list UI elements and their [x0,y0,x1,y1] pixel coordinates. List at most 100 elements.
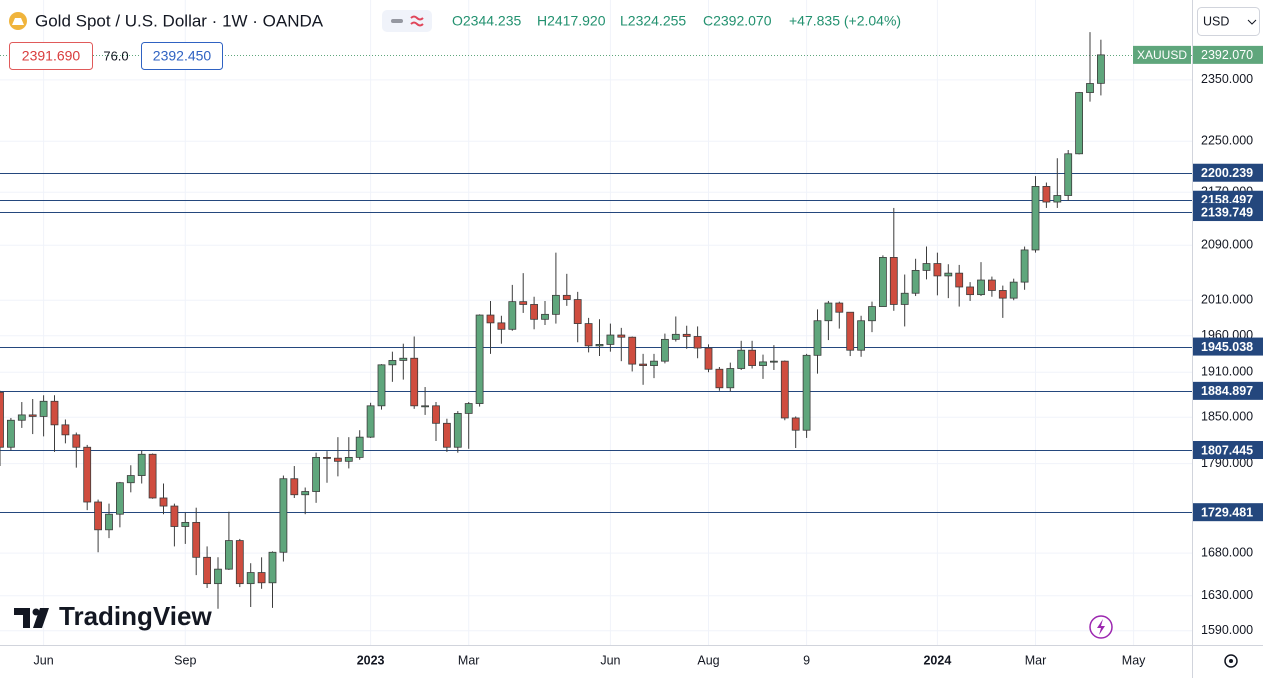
candle-body [137,453,146,476]
candle-body [780,360,789,419]
level-label-bg [1193,503,1263,522]
candle-body [257,572,266,584]
x-tick-label: May [1122,653,1146,667]
candle-body [17,414,26,421]
y-tick-label: 1790.000 [1201,456,1253,470]
candle-body [323,456,331,459]
candle-body [126,475,135,484]
candle-body [552,294,560,315]
y-tick-label: 2350.000 [1201,72,1253,86]
candle-body [966,286,974,296]
x-tick-label: Mar [1025,653,1047,667]
level-label: 1729.481 [1201,505,1253,519]
x-tick-label: 9 [803,653,810,667]
candle-body [988,279,996,291]
candle-body [50,400,59,426]
ohlc-value: C2392.070 [703,13,772,29]
candle-body [301,491,310,496]
price-axis: 1590.000 1630.000 1680.000 1790.000 1850.000… [1193,45,1263,637]
candle-body [1020,249,1029,283]
candle-body [61,424,70,436]
candle-body [693,336,702,349]
y-tick-label: 1850.000 [1201,409,1253,423]
price-label: 2392.070 [1201,48,1253,62]
x-tick-label: 2023 [357,653,385,667]
candle-body [671,333,680,340]
alert-icon [1097,619,1105,635]
level-label-bg [1193,381,1263,400]
symbol-icon [12,18,24,25]
candle-body [922,263,931,271]
candle-body [105,513,113,531]
logo-icon [14,608,49,628]
candle-body [737,349,746,369]
x-tick-label: Jun [600,653,620,667]
ohlc-value: L2324.255 [620,13,686,29]
candle-body [606,334,615,345]
level-label-bg [1193,441,1263,460]
y-tick-label: 1590.000 [1201,623,1253,637]
candle-body [333,457,342,462]
candle-body [28,414,37,417]
candle-body [235,540,244,585]
level-label: 1807.445 [1201,443,1253,457]
candle-body [879,257,887,307]
candle-body [889,257,898,305]
ohlc-value: +47.835 (+2.04%) [789,13,901,29]
candle-body [639,363,647,366]
candle-body [1031,186,1040,251]
candle-body [366,405,375,438]
candle-body [39,400,48,417]
candle-body [933,263,942,277]
candle-body [377,364,386,407]
candle-body [1086,83,1094,93]
candle-body [1053,195,1062,203]
candle-body [224,540,233,570]
candle-body [824,302,833,322]
settings-icon[interactable] [1224,654,1238,668]
candle-body [857,320,865,351]
y-tick-label: 2090.000 [1201,238,1253,252]
logo-icon [32,608,40,616]
candle-body [748,349,756,366]
currency-select[interactable] [1197,7,1260,36]
badge-icon [410,15,424,27]
logo-text[interactable]: TradingView [59,601,212,631]
candle-body [802,354,811,431]
sell-button[interactable] [9,42,93,70]
candle-body [83,446,92,503]
candle-body [584,323,593,347]
candle-body [955,272,964,288]
candle-body [541,313,549,320]
candle-body [835,302,844,313]
candle-body [181,521,190,527]
candle-body [268,551,277,584]
candle-body [573,299,582,324]
candle-body [497,322,506,330]
ohlc-value: H2417.920 [537,13,606,29]
ask-price: 2392.450 [153,48,212,64]
ohlc-value: O2344.235 [452,13,521,29]
level-label: 2200.239 [1201,166,1253,180]
candle-body [617,334,626,338]
candle-body [1009,281,1018,299]
symbol-title[interactable]: Gold Spot / U.S. Dollar · 1W · OANDA [35,11,324,30]
x-tick-label: Mar [458,653,480,667]
candle-body [399,357,408,361]
candle-body [704,347,713,370]
level-label: 2139.749 [1201,205,1253,219]
plot-area [0,0,1192,645]
candle-body [1097,54,1105,84]
chevron [1247,19,1257,25]
candle-body [94,501,102,531]
indicator-badge[interactable] [382,10,432,32]
currency: USD [1203,14,1229,28]
x-tick-label: 2024 [923,653,951,667]
candle-body [7,419,15,448]
candle-body [290,478,299,496]
candle-body [421,405,430,408]
buy-button[interactable] [141,42,223,70]
badge-icon [391,19,403,23]
candle-body [388,360,397,366]
